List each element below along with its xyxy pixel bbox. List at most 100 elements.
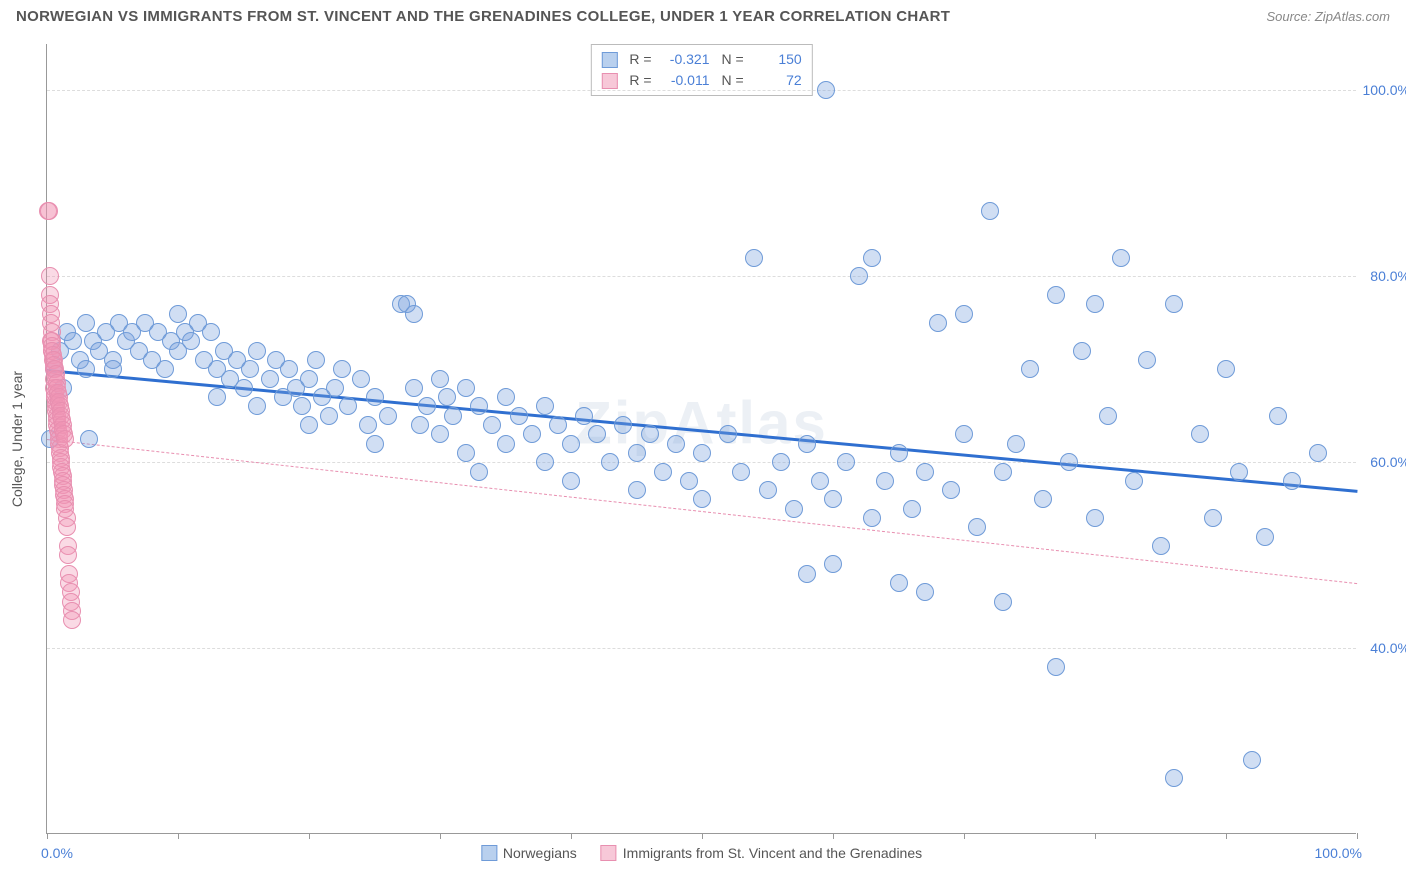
scatter-point bbox=[300, 416, 318, 434]
scatter-point bbox=[981, 202, 999, 220]
x-tick bbox=[47, 833, 48, 839]
scatter-point bbox=[732, 463, 750, 481]
scatter-point bbox=[772, 453, 790, 471]
series-legend: Norwegians Immigrants from St. Vincent a… bbox=[481, 845, 922, 861]
scatter-point bbox=[366, 435, 384, 453]
x-tick bbox=[964, 833, 965, 839]
scatter-point bbox=[1073, 342, 1091, 360]
scatter-point bbox=[411, 416, 429, 434]
gridline bbox=[47, 276, 1356, 277]
scatter-point bbox=[1165, 769, 1183, 787]
scatter-point bbox=[955, 425, 973, 443]
scatter-point bbox=[850, 267, 868, 285]
swatch-icon bbox=[601, 73, 617, 89]
x-tick bbox=[440, 833, 441, 839]
scatter-point bbox=[41, 267, 59, 285]
scatter-point bbox=[693, 444, 711, 462]
scatter-point bbox=[202, 323, 220, 341]
scatter-point bbox=[58, 518, 76, 536]
scatter-point bbox=[641, 425, 659, 443]
scatter-point bbox=[785, 500, 803, 518]
scatter-point bbox=[208, 388, 226, 406]
scatter-point bbox=[104, 360, 122, 378]
scatter-point bbox=[63, 611, 81, 629]
scatter-point bbox=[876, 472, 894, 490]
scatter-point bbox=[320, 407, 338, 425]
scatter-point bbox=[667, 435, 685, 453]
x-axis-max-label: 100.0% bbox=[1315, 845, 1362, 861]
y-tick-label: 60.0% bbox=[1370, 454, 1406, 470]
x-tick bbox=[1226, 833, 1227, 839]
scatter-point bbox=[235, 379, 253, 397]
gridline bbox=[47, 462, 1356, 463]
stat-n-value: 72 bbox=[752, 70, 802, 91]
stat-n-label: N = bbox=[722, 70, 744, 91]
scatter-point bbox=[1021, 360, 1039, 378]
scatter-point bbox=[248, 397, 266, 415]
scatter-point bbox=[628, 444, 646, 462]
scatter-point bbox=[169, 305, 187, 323]
scatter-point bbox=[1217, 360, 1235, 378]
scatter-point bbox=[431, 425, 449, 443]
scatter-point bbox=[40, 202, 58, 220]
scatter-point bbox=[654, 463, 672, 481]
x-tick bbox=[833, 833, 834, 839]
scatter-point bbox=[837, 453, 855, 471]
scatter-point bbox=[523, 425, 541, 443]
scatter-point bbox=[614, 416, 632, 434]
x-axis-min-label: 0.0% bbox=[41, 845, 73, 861]
scatter-point bbox=[248, 342, 266, 360]
scatter-point bbox=[1165, 295, 1183, 313]
scatter-point bbox=[64, 332, 82, 350]
scatter-point bbox=[510, 407, 528, 425]
scatter-point bbox=[942, 481, 960, 499]
scatter-point bbox=[339, 397, 357, 415]
stat-r-value: -0.011 bbox=[660, 70, 710, 91]
scatter-point bbox=[405, 379, 423, 397]
scatter-point bbox=[1309, 444, 1327, 462]
scatter-point bbox=[955, 305, 973, 323]
gridline bbox=[47, 90, 1356, 91]
scatter-point bbox=[1047, 658, 1065, 676]
scatter-point bbox=[470, 463, 488, 481]
scatter-point bbox=[824, 555, 842, 573]
scatter-point bbox=[333, 360, 351, 378]
scatter-point bbox=[241, 360, 259, 378]
x-tick bbox=[1357, 833, 1358, 839]
scatter-point bbox=[601, 453, 619, 471]
scatter-point bbox=[1112, 249, 1130, 267]
scatter-point bbox=[929, 314, 947, 332]
correlation-stats-box: R = -0.321 N = 150 R = -0.011 N = 72 bbox=[590, 44, 812, 96]
scatter-point bbox=[1191, 425, 1209, 443]
scatter-point bbox=[1204, 509, 1222, 527]
gridline bbox=[47, 648, 1356, 649]
scatter-point bbox=[59, 546, 77, 564]
scatter-point bbox=[280, 360, 298, 378]
x-tick bbox=[178, 833, 179, 839]
scatter-point bbox=[994, 593, 1012, 611]
stat-n-label: N = bbox=[722, 49, 744, 70]
scatter-point bbox=[457, 444, 475, 462]
scatter-point bbox=[1283, 472, 1301, 490]
swatch-icon bbox=[481, 845, 497, 861]
scatter-point bbox=[77, 314, 95, 332]
scatter-point bbox=[745, 249, 763, 267]
scatter-point bbox=[811, 472, 829, 490]
x-tick bbox=[702, 833, 703, 839]
scatter-point bbox=[438, 388, 456, 406]
scatter-point bbox=[261, 370, 279, 388]
scatter-point bbox=[1256, 528, 1274, 546]
scatter-point bbox=[56, 430, 74, 448]
y-axis-title: College, Under 1 year bbox=[9, 370, 25, 506]
stat-r-value: -0.321 bbox=[660, 49, 710, 70]
scatter-point bbox=[1086, 509, 1104, 527]
chart-header: NORWEGIAN VS IMMIGRANTS FROM ST. VINCENT… bbox=[0, 0, 1406, 29]
scatter-point bbox=[457, 379, 475, 397]
swatch-icon bbox=[601, 845, 617, 861]
scatter-point bbox=[379, 407, 397, 425]
scatter-point bbox=[1152, 537, 1170, 555]
scatter-point bbox=[405, 305, 423, 323]
scatter-point bbox=[817, 81, 835, 99]
scatter-point bbox=[798, 435, 816, 453]
legend-item: Norwegians bbox=[481, 845, 577, 861]
